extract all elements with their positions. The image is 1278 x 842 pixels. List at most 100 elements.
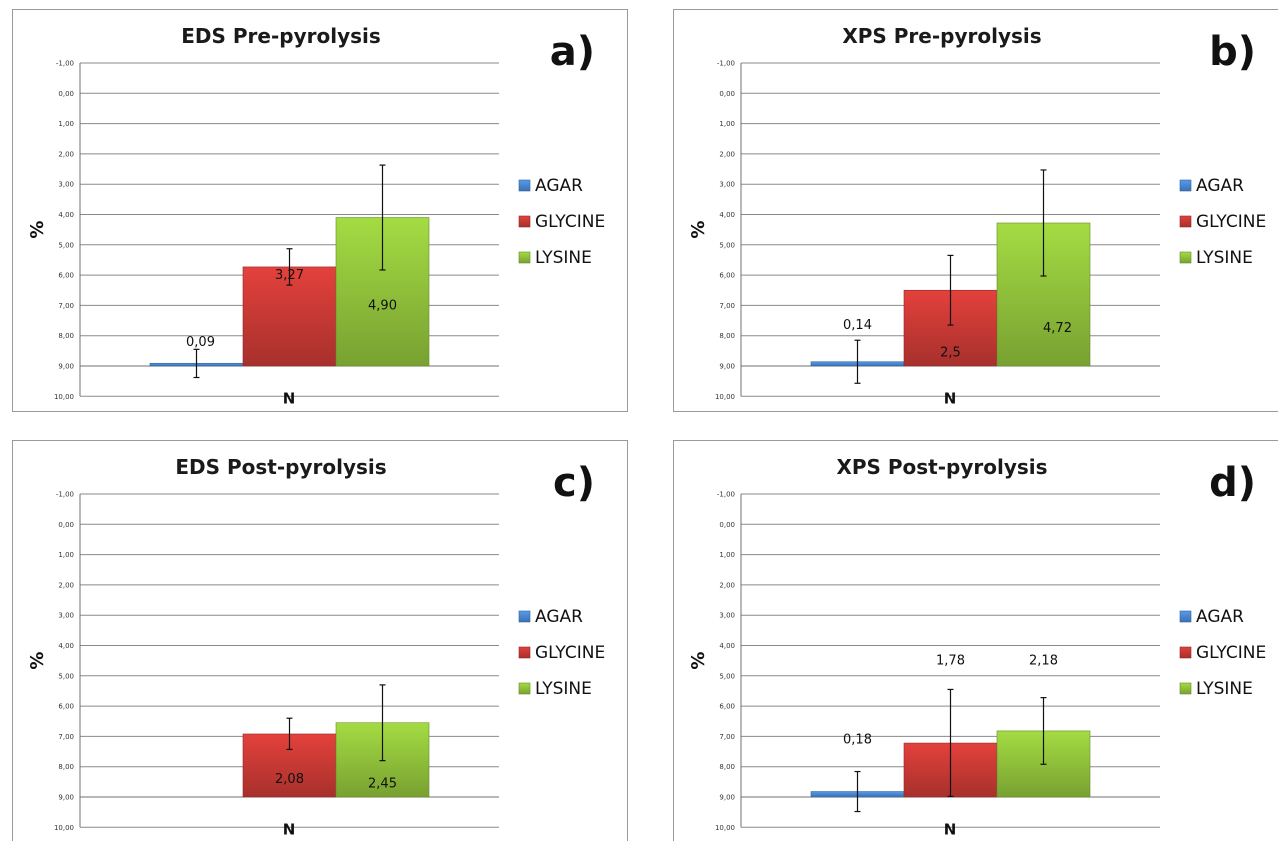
y-tick-label-b-6: 5,00 (719, 241, 735, 249)
y-tick-label-d-9: 8,00 (719, 763, 735, 771)
y-tick-label-a-2: 1,00 (58, 120, 74, 128)
chart-title-d: XPS Post-pyrolysis (836, 455, 1047, 479)
legend-label-d-lysine: LYSINE (1196, 679, 1253, 699)
data-label-b-lysine: 4,72 (1043, 321, 1072, 336)
data-label-a-lysine: 4,90 (368, 298, 397, 313)
legend-item-d-glycine: GLYCINE (1179, 643, 1266, 663)
legend-label-d-agar: AGAR (1196, 607, 1244, 627)
data-label-b-agar: 0,14 (843, 318, 872, 333)
y-tick-label-c-0: -1,00 (56, 491, 74, 499)
data-label-d-lysine: 2,18 (1029, 654, 1058, 669)
chart-panel-c: EDS Post-pyrolysis c) -1,00 0,00 1,00 2,00 3,0… (12, 440, 628, 841)
y-tick-label-a-1: 0,00 (58, 90, 74, 98)
y-tick-label-a-8: 7,00 (58, 302, 74, 310)
x-category-label-d: N (944, 820, 957, 838)
legend-item-d-lysine: LYSINE (1179, 679, 1253, 699)
legend-item-a-agar: AGAR (518, 176, 583, 196)
legend-item-a-lysine: LYSINE (518, 248, 592, 268)
y-axis-label-b: % (688, 221, 709, 239)
chart-panel-d: XPS Post-pyrolysis d) -1,00 0,00 1,00 2,00 3,0… (673, 440, 1278, 841)
legend-label-a-agar: AGAR (535, 176, 583, 196)
y-tick-label-d-2: 1,00 (719, 551, 735, 559)
y-tick-label-c-1: 0,00 (58, 521, 74, 529)
y-tick-label-b-0: -1,00 (717, 60, 735, 68)
legend-swatch-b-lysine (1179, 251, 1192, 264)
chart-title-c: EDS Post-pyrolysis (175, 455, 386, 479)
panel-label-b: b) (1209, 29, 1256, 75)
y-tick-label-b-5: 4,00 (719, 211, 735, 219)
data-label-a-agar: 0,09 (186, 335, 215, 350)
error-bar-b-agar (854, 339, 861, 384)
y-tick-label-b-1: 0,00 (719, 90, 735, 98)
panel-label-a: a) (550, 29, 595, 75)
y-tick-label-b-8: 7,00 (719, 302, 735, 310)
y-tick-label-a-10: 9,00 (58, 363, 74, 371)
error-bar-a-agar (193, 348, 200, 379)
y-axis-label-c: % (27, 652, 48, 670)
legend-item-b-agar: AGAR (1179, 176, 1244, 196)
error-bar-c-glycine (286, 717, 293, 751)
error-bar-d-glycine (947, 688, 954, 797)
y-axis-label-a: % (27, 221, 48, 239)
y-tick-label-b-9: 8,00 (719, 332, 735, 340)
y-tick-label-c-2: 1,00 (58, 551, 74, 559)
y-tick-label-d-0: -1,00 (717, 491, 735, 499)
error-bar-a-lysine (379, 164, 386, 271)
legend-swatch-c-lysine (518, 682, 531, 695)
chart-title-a: EDS Pre-pyrolysis (181, 24, 381, 48)
y-tick-label-c-7: 6,00 (58, 703, 74, 711)
y-tick-label-a-3: 2,00 (58, 150, 74, 158)
y-tick-label-c-6: 5,00 (58, 672, 74, 680)
y-tick-label-d-4: 3,00 (719, 612, 735, 620)
data-label-b-glycine: 2,5 (940, 345, 961, 360)
y-tick-label-c-10: 9,00 (58, 794, 74, 802)
chart-panel-a: EDS Pre-pyrolysis a) -1,00 0,00 1,00 2,00 3,00… (12, 9, 628, 412)
y-tick-label-a-6: 5,00 (58, 241, 74, 249)
y-tick-label-d-11: 10,00 (715, 824, 735, 832)
legend-label-c-agar: AGAR (535, 607, 583, 627)
legend-item-a-glycine: GLYCINE (518, 212, 605, 232)
legend-swatch-d-agar (1179, 610, 1192, 623)
error-bar-d-lysine (1040, 697, 1047, 765)
y-tick-label-d-7: 6,00 (719, 703, 735, 711)
legend-swatch-a-glycine (518, 215, 531, 228)
legend-label-a-glycine: GLYCINE (535, 212, 605, 232)
legend-label-a-lysine: LYSINE (535, 248, 592, 268)
y-tick-label-a-5: 4,00 (58, 211, 74, 219)
y-tick-label-b-4: 3,00 (719, 181, 735, 189)
panel-label-d: d) (1209, 460, 1256, 506)
x-category-label-b: N (944, 389, 957, 407)
legend-label-b-agar: AGAR (1196, 176, 1244, 196)
y-tick-label-a-9: 8,00 (58, 332, 74, 340)
legend-label-d-glycine: GLYCINE (1196, 643, 1266, 663)
y-tick-label-c-8: 7,00 (58, 733, 74, 741)
chart-svg-c: EDS Post-pyrolysis c) -1,00 0,00 1,00 2,00 3,0… (27, 455, 605, 838)
y-tick-label-b-7: 6,00 (719, 272, 735, 280)
error-bar-c-lysine (379, 684, 386, 762)
y-tick-label-d-6: 5,00 (719, 672, 735, 680)
legend-item-b-glycine: GLYCINE (1179, 212, 1266, 232)
legend-swatch-b-glycine (1179, 215, 1192, 228)
legend-label-b-lysine: LYSINE (1196, 248, 1253, 268)
y-tick-label-a-7: 6,00 (58, 272, 74, 280)
data-label-d-glycine: 1,78 (936, 654, 965, 669)
legend-swatch-c-glycine (518, 646, 531, 659)
legend-swatch-d-glycine (1179, 646, 1192, 659)
legend-item-b-lysine: LYSINE (1179, 248, 1253, 268)
y-tick-label-d-3: 2,00 (719, 581, 735, 589)
panel-label-c: c) (553, 460, 595, 506)
chart-svg-b: XPS Pre-pyrolysis b) -1,00 0,00 1,00 2,00 3,00… (688, 24, 1266, 407)
y-tick-label-a-4: 3,00 (58, 181, 74, 189)
y-tick-label-c-11: 10,00 (54, 824, 74, 832)
legend-item-d-agar: AGAR (1179, 607, 1244, 627)
y-tick-label-b-3: 2,00 (719, 150, 735, 158)
y-tick-label-b-2: 1,00 (719, 120, 735, 128)
legend-label-c-glycine: GLYCINE (535, 643, 605, 663)
data-label-d-agar: 0,18 (843, 732, 872, 747)
legend-swatch-d-lysine (1179, 682, 1192, 695)
x-category-label-c: N (283, 820, 296, 838)
y-tick-label-c-4: 3,00 (58, 612, 74, 620)
x-category-label-a: N (283, 389, 296, 407)
error-bar-a-glycine (286, 248, 293, 286)
legend-item-c-lysine: LYSINE (518, 679, 592, 699)
